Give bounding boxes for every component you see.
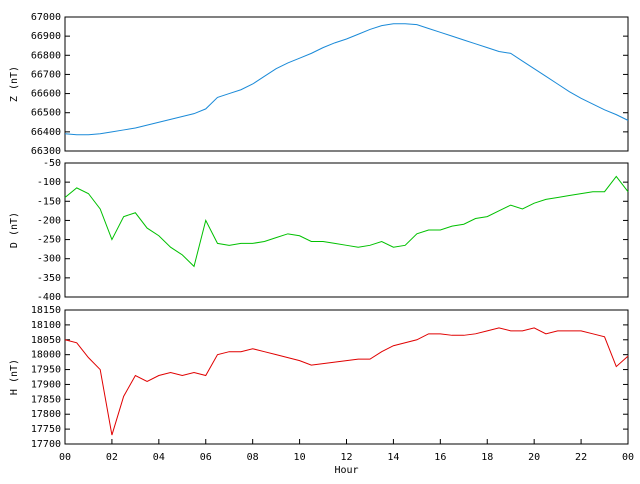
y-axis-label: D (nT) bbox=[9, 212, 20, 248]
plot-frame bbox=[64, 162, 629, 298]
x-tick-label: 06 bbox=[200, 452, 212, 463]
data-line bbox=[64, 175, 629, 268]
y-tick-label: 66800 bbox=[31, 50, 61, 61]
x-tick-label: 18 bbox=[481, 452, 493, 463]
y-tick-label: -50 bbox=[43, 158, 61, 169]
y-tick-label: 17850 bbox=[31, 394, 61, 405]
y-tick-label: 67000 bbox=[31, 12, 61, 23]
x-tick-label: 20 bbox=[528, 452, 540, 463]
y-tick-label: 17900 bbox=[31, 379, 61, 390]
y-tick-label: -400 bbox=[37, 292, 61, 303]
y-tick-label: 66900 bbox=[31, 31, 61, 42]
data-line bbox=[64, 23, 629, 136]
x-tick-label: 10 bbox=[294, 452, 306, 463]
y-tick-label: 66300 bbox=[31, 146, 61, 157]
y-tick-label: -250 bbox=[37, 235, 61, 246]
y-tick-label: 17750 bbox=[31, 424, 61, 435]
y-tick-label: 17950 bbox=[31, 365, 61, 376]
x-tick-label: 00 bbox=[622, 452, 634, 463]
y-tick-label: 66700 bbox=[31, 69, 61, 80]
x-tick-label: 12 bbox=[340, 452, 352, 463]
x-tick-label: 02 bbox=[106, 452, 118, 463]
y-tick-label: 66500 bbox=[31, 108, 61, 119]
x-tick-label: 04 bbox=[153, 452, 165, 463]
data-line bbox=[64, 327, 629, 436]
x-tick-label: 00 bbox=[59, 452, 71, 463]
y-tick-label: -350 bbox=[37, 273, 61, 284]
y-tick-label: 18100 bbox=[31, 320, 61, 331]
x-tick-label: 16 bbox=[434, 452, 446, 463]
x-tick-label: 22 bbox=[575, 452, 587, 463]
y-tick-label: 17700 bbox=[31, 439, 61, 450]
y-tick-label: 18050 bbox=[31, 335, 61, 346]
y-tick-label: 18000 bbox=[31, 350, 61, 361]
y-tick-label: -100 bbox=[37, 177, 61, 188]
plot-frame bbox=[64, 16, 629, 152]
x-axis-label: Hour bbox=[334, 465, 358, 476]
y-tick-label: -300 bbox=[37, 254, 61, 265]
plot-frame bbox=[64, 309, 629, 445]
y-tick-label: 17800 bbox=[31, 409, 61, 420]
x-tick-label: 08 bbox=[247, 452, 259, 463]
y-axis-label: Z (nT) bbox=[9, 66, 20, 102]
y-tick-label: 18150 bbox=[31, 305, 61, 316]
y-tick-label: 66600 bbox=[31, 89, 61, 100]
y-tick-label: -200 bbox=[37, 215, 61, 226]
y-axis-label: H (nT) bbox=[9, 359, 20, 395]
y-tick-label: 66400 bbox=[31, 127, 61, 138]
y-tick-label: -150 bbox=[37, 196, 61, 207]
x-tick-label: 14 bbox=[387, 452, 399, 463]
